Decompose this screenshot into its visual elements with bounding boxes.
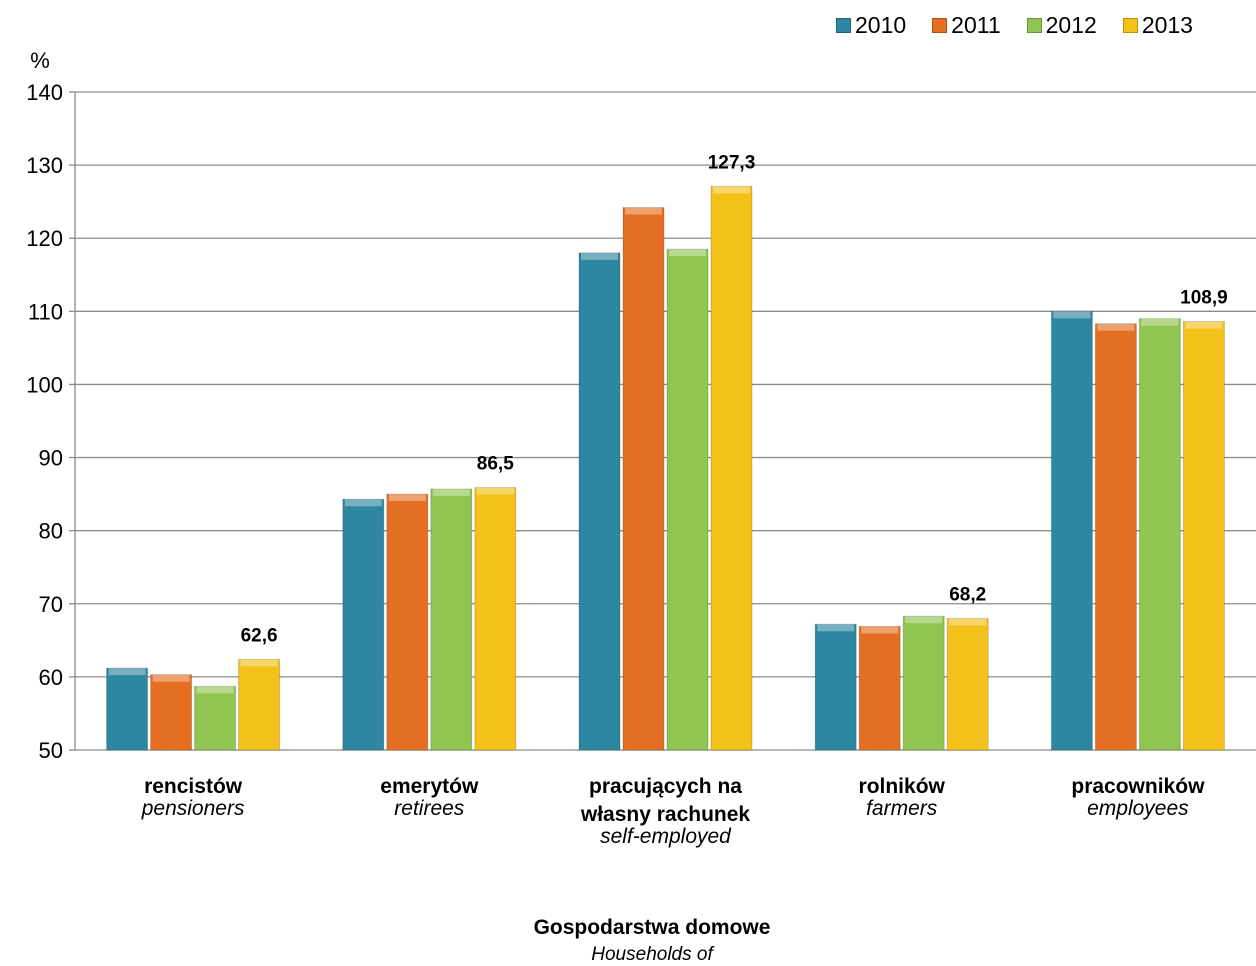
bar-2012 [666,248,709,751]
y-tick-label: 80 [39,519,63,544]
y-tick-label: 60 [39,665,63,690]
y-tick-label: 140 [26,80,63,105]
bar-2011 [386,493,429,751]
legend-swatch [836,18,851,33]
bar-top-highlight [388,494,426,502]
y-tick-label: 90 [39,446,63,471]
legend-swatch [1026,18,1042,33]
legend-label: 2013 [1141,12,1193,38]
y-tick-label: 70 [39,592,63,617]
bar-top-highlight [1053,311,1091,319]
bar-2013 [238,658,281,751]
bar-2011 [150,674,193,751]
category-label: rencistów [144,775,243,798]
bar-2011 [622,207,665,751]
y-tick-label: 130 [26,153,63,178]
category-label-en: retirees [394,797,465,820]
bar-2011 [858,625,901,751]
bar-2011 [1094,323,1137,751]
legend-item: 2013 [1122,12,1193,39]
bar-top-highlight [1097,323,1135,331]
category-label: rolników [859,775,946,798]
data-label: 108,9 [1180,288,1228,309]
bar-2012 [430,488,473,751]
bar-2012 [194,685,237,751]
legend-item: 2010 [836,12,906,39]
data-label: 62,6 [241,625,278,646]
bar-2013 [1182,321,1225,751]
bar-top-highlight [581,252,618,260]
category-label: własny rachunek [580,803,751,826]
y-tick-label: 120 [26,226,63,251]
bar-2013 [474,487,517,751]
bar-top-highlight [196,686,234,694]
bar-2010 [342,498,385,751]
bar-top-highlight [625,207,662,215]
bar-top-highlight [108,668,146,676]
bar-top-highlight [1185,321,1223,329]
legend-swatch [1122,18,1138,33]
legend-item: 2011 [932,12,1001,39]
x-axis-title-en: Households of [591,944,714,965]
category-label: pracowników [1071,775,1205,798]
bar-top-highlight [344,499,382,507]
legend-item: 2012 [1026,12,1097,39]
bar-top-highlight [152,674,190,682]
bar-2013 [946,617,989,751]
bar-2013 [710,185,753,751]
y-tick-label: 110 [28,299,63,324]
data-label: 68,2 [949,584,986,605]
legend-label: 2011 [951,12,1001,38]
bar-top-highlight [432,488,470,496]
bar-2012 [902,615,945,751]
legend-label: 2010 [855,12,907,38]
category-label: emerytów [380,775,479,798]
bar-2010 [106,667,149,751]
bar-2010 [578,252,621,751]
y-axis-label: % [30,48,50,73]
data-label: 86,5 [477,454,514,475]
bar-top-highlight [905,616,943,624]
data-label: 127,3 [708,152,756,173]
bar-top-highlight [1141,318,1179,326]
category-label-en: pensioners [141,797,245,820]
bar-2012 [1138,318,1181,751]
bar-top-highlight [949,618,987,626]
y-tick-label: 100 [26,372,63,397]
bar-2010 [1050,310,1093,751]
category-label-en: self-employed [600,825,732,848]
category-label-en: farmers [866,797,938,820]
bar-top-highlight [713,186,750,194]
bar-top-highlight [861,626,899,634]
bar-top-highlight [817,624,855,632]
category-label-en: employees [1087,797,1189,820]
y-tick-label: 50 [39,738,63,763]
chart-legend: 2010 2011 2012 2013 [836,12,1193,39]
category-label: pracujących na [589,775,742,798]
bar-2010 [814,623,857,751]
bar-top-highlight [669,249,706,257]
bar-top-highlight [240,659,278,667]
legend-swatch [932,18,948,33]
legend-label: 2012 [1045,12,1097,38]
x-axis-title: Gospodarstwa domowe [534,916,771,939]
bar-top-highlight [476,487,514,495]
